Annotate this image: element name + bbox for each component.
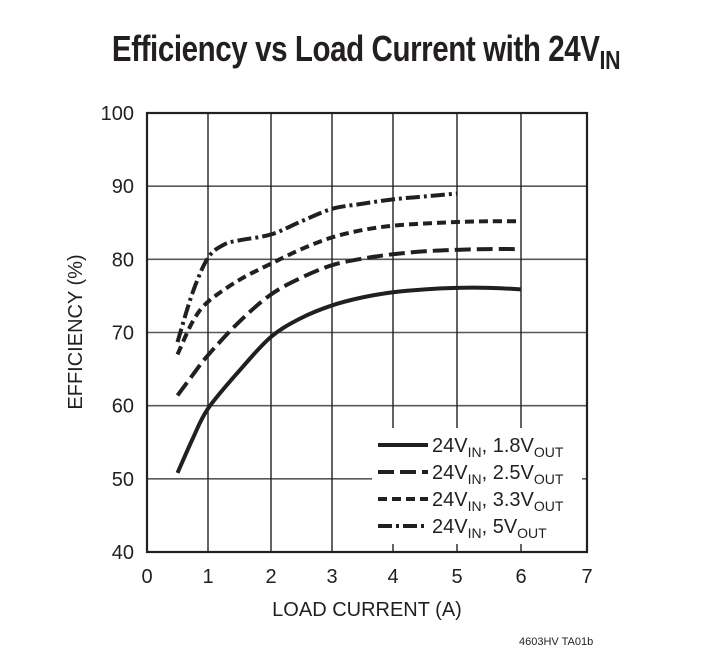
series-curve-2	[175, 219, 522, 356]
series-curve-1	[175, 247, 522, 397]
x-tick-label: 2	[265, 566, 276, 588]
y-tick-label: 50	[112, 469, 134, 491]
x-tick-label: 1	[202, 566, 213, 588]
series-curve-3	[175, 191, 458, 343]
legend-label: 24VIN, 5VOUT	[432, 516, 547, 541]
y-tick-label: 70	[112, 323, 134, 345]
data-curves	[175, 191, 522, 474]
y-tick-label: 60	[112, 396, 134, 418]
legend-label: 24VIN, 2.5VOUT	[432, 462, 564, 487]
y-axis-ticks: 40 50 60 70 80 90 100	[101, 103, 134, 564]
figure-footnote: 4603HV TA01b	[519, 636, 594, 648]
y-tick-label: 40	[112, 542, 134, 564]
x-tick-label: 6	[515, 566, 526, 588]
chart-title-subscript: IN	[599, 45, 621, 75]
x-axis-label: LOAD CURRENT (A)	[272, 599, 462, 621]
series-curve-0	[175, 285, 522, 474]
y-axis-label: EFFICIENCY (%)	[65, 254, 87, 409]
x-tick-label: 7	[581, 566, 592, 588]
legend-label: 24VIN, 1.8VOUT	[432, 435, 564, 460]
plot-frame	[145, 111, 589, 554]
y-tick-label: 90	[112, 176, 134, 198]
chart-title: Efficiency vs Load Current with 24VIN	[66, 28, 666, 76]
x-tick-label: 4	[387, 566, 398, 588]
legend-label: 24VIN, 3.3VOUT	[432, 489, 564, 514]
y-tick-label: 80	[112, 249, 134, 271]
x-axis-ticks: 0 1 2 3 4 5 6 7	[141, 566, 592, 588]
x-tick-label: 0	[141, 566, 152, 588]
x-tick-label: 3	[326, 566, 337, 588]
y-tick-label: 100	[101, 103, 134, 125]
x-tick-label: 5	[451, 566, 462, 588]
chart-title-main: Efficiency vs Load Current with 24V	[111, 28, 600, 69]
